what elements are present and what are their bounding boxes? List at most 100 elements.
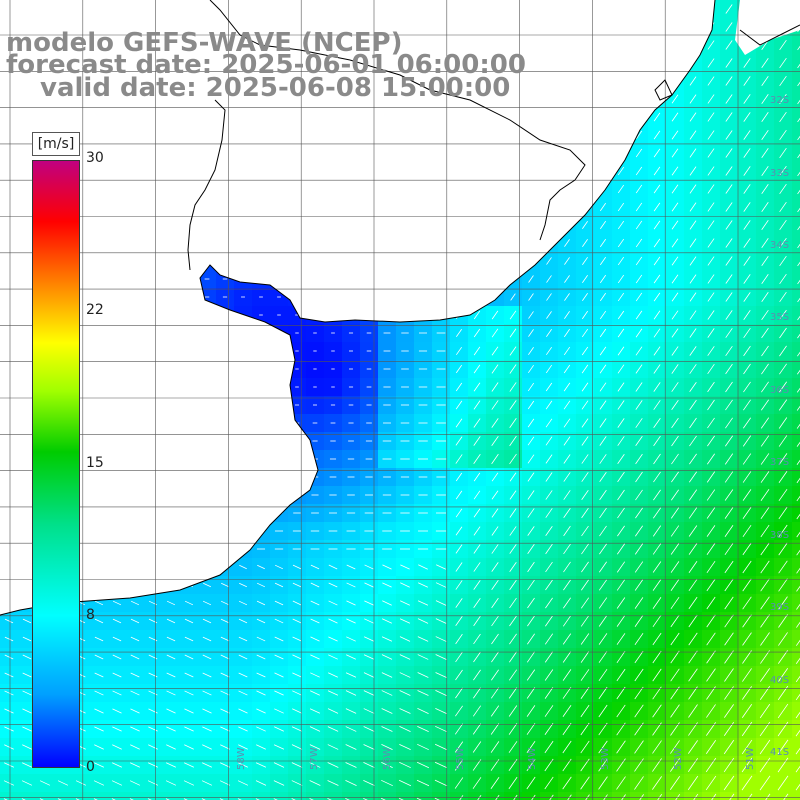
wind-arrow — [778, 453, 788, 465]
wind-arrow — [94, 600, 104, 606]
wind-arrow — [707, 346, 715, 356]
wind-arrow — [760, 650, 770, 664]
wind-arrow — [779, 237, 787, 249]
wind-arrow — [435, 690, 447, 696]
wind-arrow — [545, 579, 553, 591]
wind-arrow — [797, 333, 800, 339]
wind-cell — [792, 576, 800, 594]
wind-arrow — [796, 369, 800, 375]
wind-arrow — [399, 618, 411, 624]
wind-arrow — [598, 668, 608, 682]
wind-arrow — [382, 600, 392, 606]
wind-arrow — [760, 560, 770, 574]
wind-cell — [180, 792, 198, 800]
wind-arrow — [274, 564, 284, 570]
wind-arrow — [778, 542, 788, 556]
wind-arrow — [724, 489, 734, 501]
wind-arrow — [202, 726, 212, 732]
wind-arrow — [635, 238, 643, 248]
wind-arrow — [491, 669, 499, 681]
wind-arrow — [742, 435, 752, 447]
wind-arrow — [796, 405, 800, 411]
wind-arrow — [346, 636, 356, 642]
wind-arrow — [545, 597, 553, 609]
wind-arrow — [653, 435, 661, 447]
wind-arrow — [761, 256, 769, 266]
wind-arrow — [670, 668, 680, 682]
wind-arrow — [238, 726, 248, 732]
wind-arrow — [653, 166, 661, 176]
wind-cell — [702, 792, 720, 800]
wind-arrow — [202, 636, 212, 642]
wind-cell — [360, 792, 378, 800]
wind-arrow — [634, 615, 644, 627]
wind-cell — [414, 792, 432, 800]
wind-arrow — [491, 580, 499, 590]
wind-arrow — [544, 705, 554, 717]
wind-arrow — [310, 564, 320, 570]
wind-arrow — [274, 654, 284, 660]
wind-arrow — [581, 472, 589, 482]
wind-arrow — [455, 580, 463, 590]
coastline-outer — [0, 0, 716, 616]
wind-arrow — [617, 507, 625, 519]
wind-arrow — [363, 780, 375, 786]
wind-arrow — [783, 793, 789, 800]
wind-arrow — [400, 564, 410, 570]
wind-arrow — [671, 399, 679, 411]
wind-arrow — [274, 708, 284, 714]
wind-arrow — [345, 672, 357, 678]
wind-cell — [36, 792, 54, 800]
wind-arrow — [399, 690, 411, 696]
wind-arrow — [582, 257, 588, 265]
wind-arrow — [724, 525, 734, 537]
wind-arrow — [581, 525, 589, 537]
wind-arrow — [112, 690, 122, 696]
wind-arrow — [545, 508, 553, 518]
wind-cell — [0, 792, 18, 800]
wind-arrow — [634, 543, 644, 555]
wind-arrow — [527, 454, 535, 464]
wind-arrow — [363, 708, 375, 714]
wind-arrow — [491, 364, 499, 374]
wind-cell — [792, 342, 800, 360]
wind-arrow — [509, 490, 517, 500]
wind-arrow — [381, 726, 393, 732]
wind-arrow — [599, 561, 607, 573]
wind-arrow — [563, 328, 571, 338]
wind-arrow — [527, 544, 535, 554]
wind-arrow — [184, 744, 194, 750]
wind-arrow — [688, 561, 698, 573]
wind-arrow — [292, 690, 302, 696]
wind-arrow — [112, 600, 122, 606]
wind-arrow — [473, 490, 481, 500]
wind-arrow — [779, 255, 787, 267]
wind-arrow — [599, 238, 607, 248]
wind-arrow — [130, 672, 140, 678]
wind-arrow — [598, 579, 608, 591]
wind-arrow — [760, 399, 770, 411]
wind-cell — [792, 288, 800, 306]
wind-arrow — [112, 744, 122, 750]
wind-arrow — [777, 668, 789, 682]
wind-arrow — [743, 363, 751, 375]
wind-cell — [144, 792, 162, 800]
wind-arrow — [526, 669, 536, 681]
wind-arrow — [220, 672, 230, 678]
wind-arrow — [3, 780, 15, 786]
wind-arrow — [364, 618, 374, 624]
wind-arrow — [418, 582, 428, 588]
wind-arrow — [706, 543, 716, 555]
wind-arrow — [327, 780, 339, 786]
wind-arrow — [491, 562, 499, 572]
wind-arrow — [363, 762, 375, 768]
wind-arrow — [184, 636, 194, 642]
wind-arrow — [653, 292, 661, 302]
wind-arrow — [761, 363, 769, 375]
wind-cell — [72, 792, 90, 800]
wind-arrow — [742, 632, 752, 646]
wind-arrow — [327, 708, 339, 714]
wind-arrow — [599, 310, 607, 320]
wind-arrow — [760, 489, 770, 501]
wind-arrow — [581, 346, 589, 356]
